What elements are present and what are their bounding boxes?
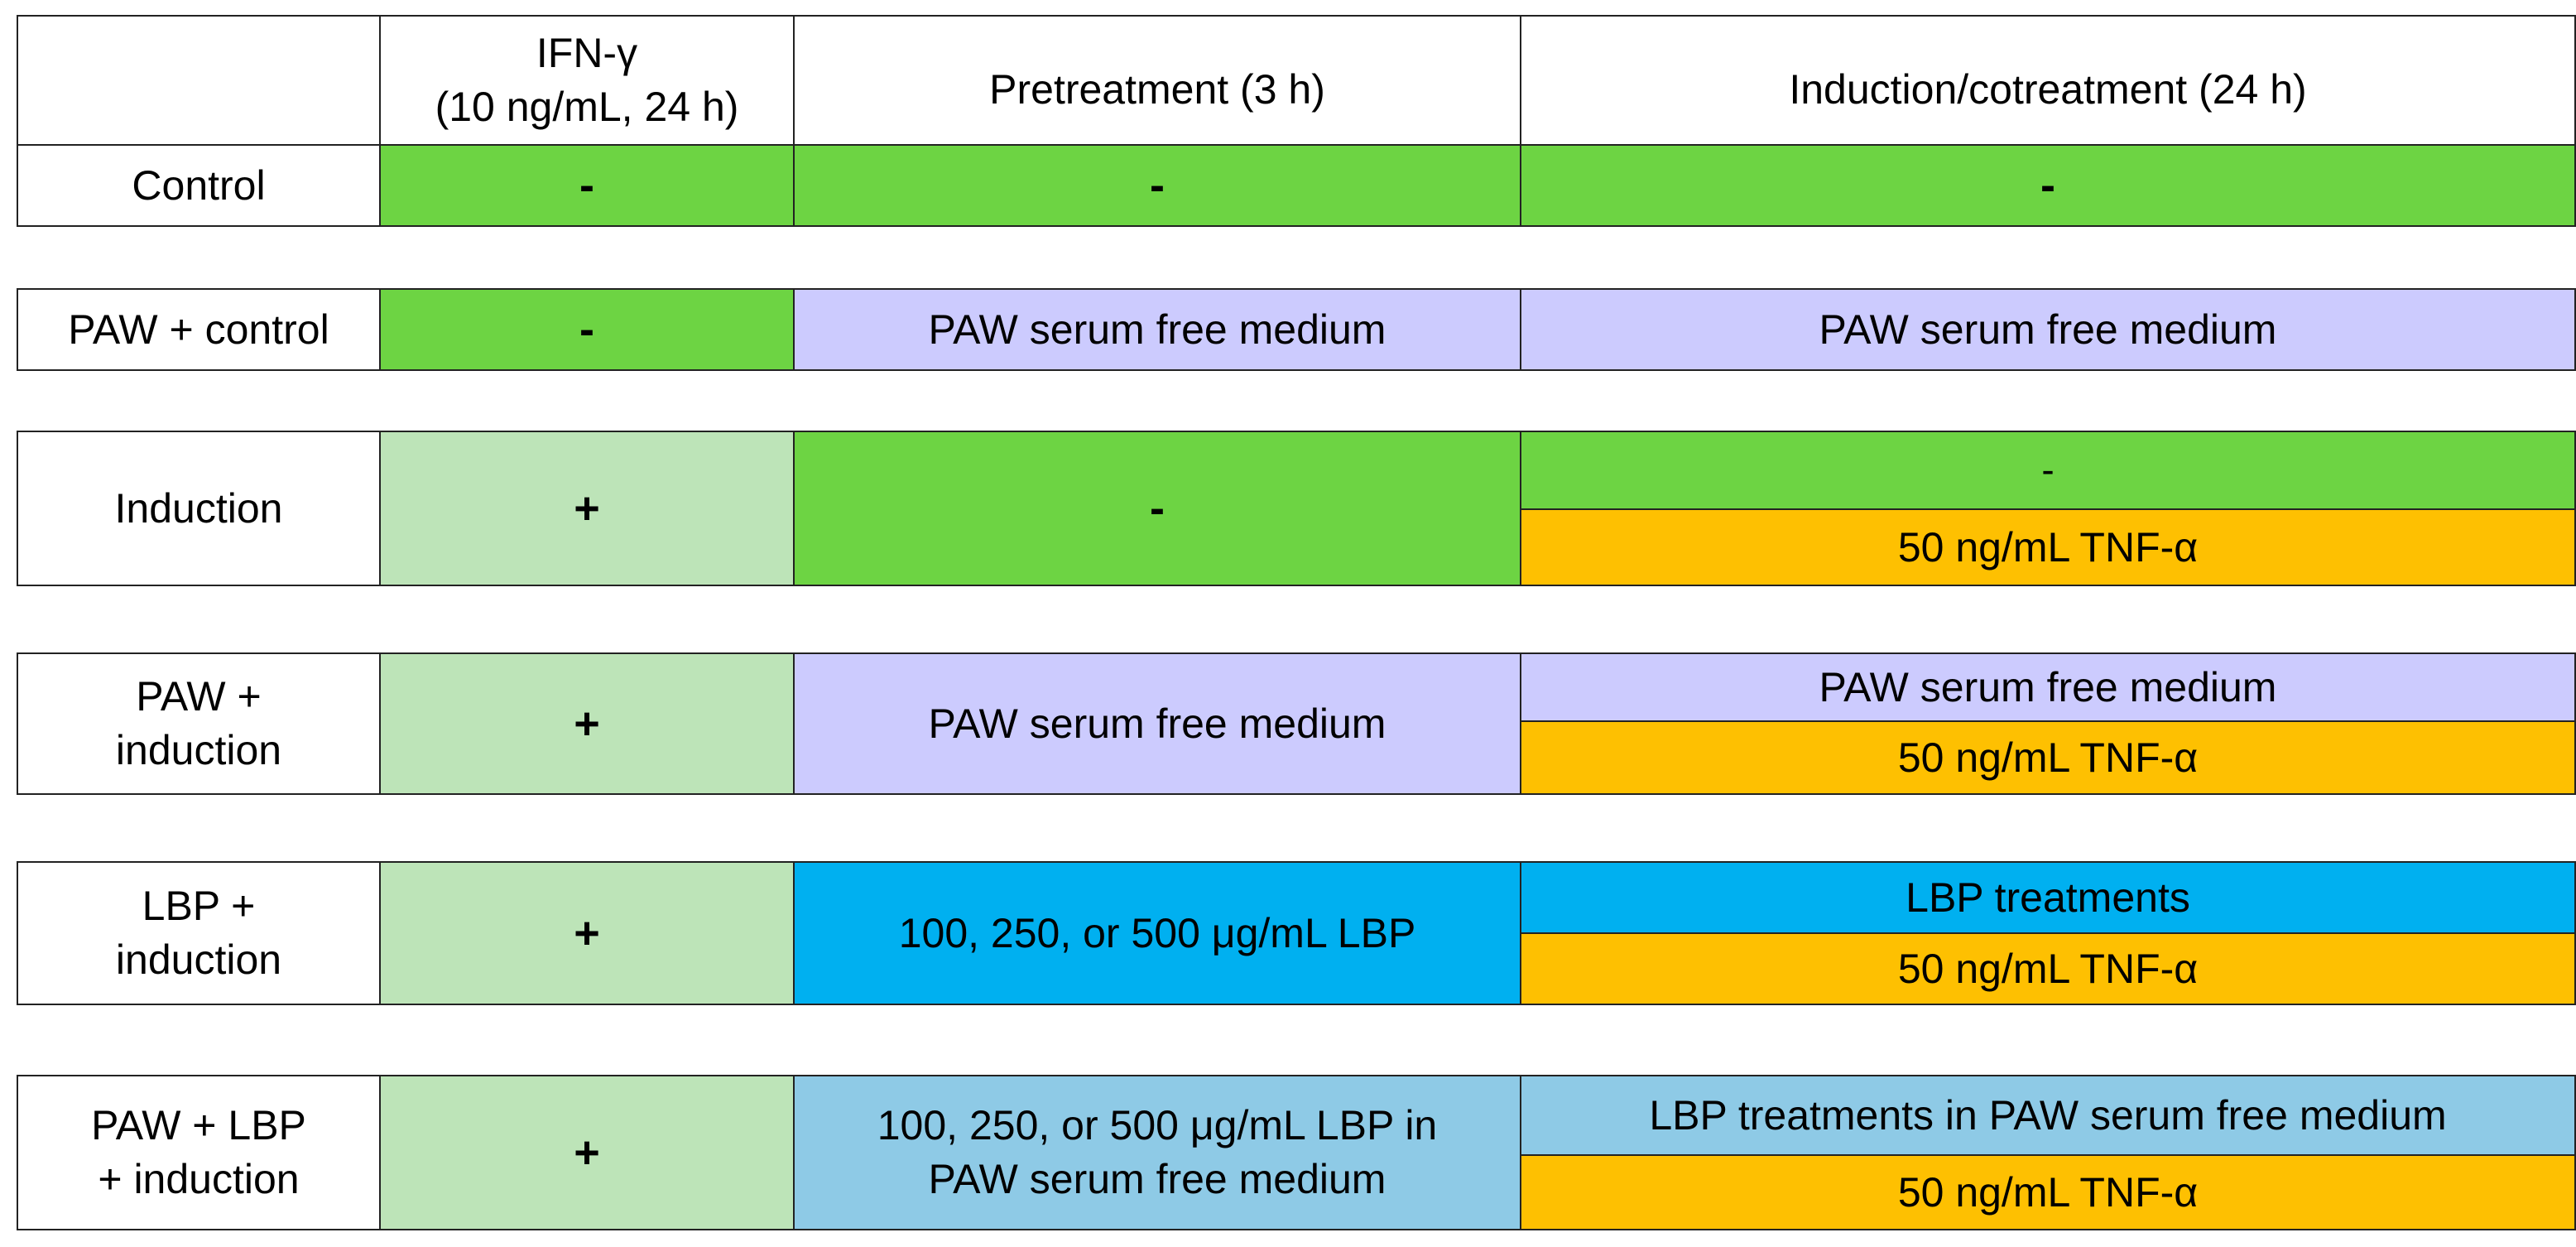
row-paw-lbp-induction-induction-tnf: 50 ng/mL TNF-α (1520, 1154, 2576, 1230)
row-paw-control-pretreatment: PAW serum free medium (793, 288, 1521, 371)
row-control-label: Control (17, 144, 381, 227)
row-lbp-induction-induction-top: LBP treatments (1520, 861, 2576, 934)
row-induction-ifn: + (379, 431, 795, 586)
row-induction-pretreatment: - (793, 431, 1521, 586)
row-paw-induction-pretreatment: PAW serum free medium (793, 652, 1521, 795)
header-corner-cell (17, 15, 381, 146)
row-paw-induction-induction-top: PAW serum free medium (1520, 652, 2576, 722)
header-pretreatment-text: Pretreatment (3 h) (989, 66, 1325, 113)
row-control-induction: - (1520, 144, 2576, 227)
row-paw-lbp-induction-pretreatment: 100, 250, or 500 μg/mL LBP in PAW serum … (793, 1075, 1521, 1230)
row-control-ifn: - (379, 144, 795, 227)
row-control-pretreatment: - (793, 144, 1521, 227)
row-paw-lbp-induction-induction-top: LBP treatments in PAW serum free medium (1520, 1075, 2576, 1156)
row-paw-induction-ifn: + (379, 652, 795, 795)
header-induction-cotreatment: Induction/cotreatment (24 h) (1520, 15, 2576, 146)
row-paw-induction-induction-tnf: 50 ng/mL TNF-α (1520, 720, 2576, 795)
row-induction-label: Induction (17, 431, 381, 586)
row-paw-lbp-induction-ifn: + (379, 1075, 795, 1230)
header-pretreatment: Pretreatment (3 h) (793, 15, 1521, 146)
header-ifn-gamma-text: IFN-γ (10 ng/mL, 24 h) (435, 30, 739, 130)
header-ifn-gamma: IFN-γ (10 ng/mL, 24 h) (379, 15, 795, 146)
row-induction-induction-tnf: 50 ng/mL TNF-α (1520, 508, 2576, 586)
row-paw-control-label: PAW + control (17, 288, 381, 371)
row-induction-induction-top: - (1520, 431, 2576, 510)
row-lbp-induction-label: LBP + induction (17, 861, 381, 1005)
row-lbp-induction-induction-tnf: 50 ng/mL TNF-α (1520, 932, 2576, 1005)
row-paw-induction-label: PAW + induction (17, 652, 381, 795)
row-paw-control-ifn: - (379, 288, 795, 371)
row-lbp-induction-pretreatment: 100, 250, or 500 μg/mL LBP (793, 861, 1521, 1005)
row-paw-control-induction: PAW serum free medium (1520, 288, 2576, 371)
row-lbp-induction-ifn: + (379, 861, 795, 1005)
row-paw-lbp-induction-label: PAW + LBP + induction (17, 1075, 381, 1230)
header-induction-text: Induction/cotreatment (24 h) (1789, 66, 2307, 113)
